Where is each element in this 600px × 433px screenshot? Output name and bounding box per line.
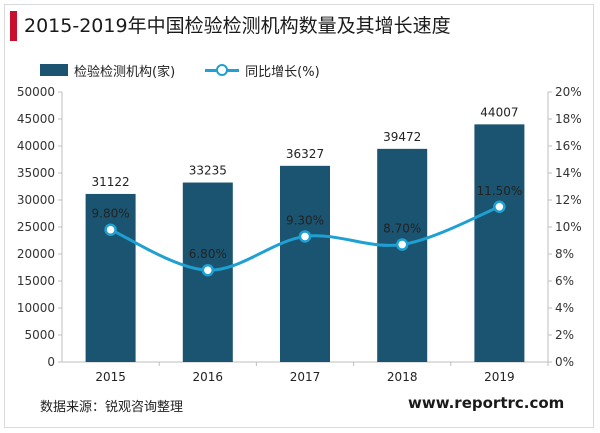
growth-point <box>493 200 506 213</box>
growth-value-label: 11.50% <box>477 184 523 198</box>
y-right-tick-label: 10% <box>555 220 582 234</box>
website-label: www.reportrc.com <box>408 394 565 412</box>
bar <box>85 193 136 362</box>
legend-item-bar: 检验检测机构(家) <box>40 61 175 80</box>
growth-value-label: 8.70% <box>383 222 421 236</box>
title-accent-bar <box>10 11 17 41</box>
y-right-tick-label: 0% <box>555 355 574 369</box>
y-right-tick-label: 6% <box>555 274 574 288</box>
y-left-tick-label: 30000 <box>17 193 55 207</box>
y-left-tick-label: 5000 <box>24 328 55 342</box>
legend-item-line: 同比增长(%) <box>205 61 320 80</box>
growth-value-label: 9.80% <box>92 207 130 221</box>
y-left-tick-label: 15000 <box>17 274 55 288</box>
y-right-tick-label: 8% <box>555 247 574 261</box>
growth-point <box>395 238 409 251</box>
y-left-tick-label: 40000 <box>17 139 55 153</box>
bar <box>377 148 428 362</box>
growth-value-label: 6.80% <box>189 247 227 261</box>
y-left-tick-label: 20000 <box>17 247 55 261</box>
y-left-tick-label: 50000 <box>17 85 55 99</box>
bar-value-label: 44007 <box>480 105 518 119</box>
y-right-tick-label: 18% <box>555 112 582 126</box>
bar <box>474 124 525 362</box>
y-right-tick-label: 12% <box>555 193 582 207</box>
legend: 检验检测机构(家) 同比增长(%) <box>40 60 350 80</box>
y-right-tick-label: 14% <box>555 166 582 180</box>
x-tick-label: 2015 <box>95 370 126 384</box>
legend-bar-label: 检验检测机构(家) <box>74 64 176 80</box>
legend-bar-swatch <box>40 64 68 76</box>
x-tick-label: 2017 <box>290 370 321 384</box>
y-right-tick-label: 2% <box>555 328 574 342</box>
y-right-tick-label: 16% <box>555 139 582 153</box>
x-tick-label: 2018 <box>387 370 418 384</box>
bar-value-label: 31122 <box>92 175 130 189</box>
source-note: 数据来源：锐观咨询整理 <box>40 400 184 415</box>
y-left-tick-label: 25000 <box>17 220 55 234</box>
y-right-tick-label: 20% <box>555 85 582 99</box>
growth-point <box>104 223 117 236</box>
y-left-tick-label: 35000 <box>17 166 55 180</box>
y-left-tick-label: 0 <box>47 355 55 369</box>
growth-point <box>298 230 312 243</box>
x-tick-label: 2019 <box>484 370 515 384</box>
bar <box>280 165 330 362</box>
y-left-tick-label: 45000 <box>17 112 55 126</box>
y-left-tick-label: 10000 <box>17 301 55 315</box>
x-tick-label: 2016 <box>193 370 224 384</box>
growth-value-label: 9.30% <box>286 213 324 227</box>
bar-value-label: 36327 <box>286 147 324 161</box>
legend-line-label: 同比增长(%) <box>245 64 320 80</box>
y-right-tick-label: 4% <box>555 301 574 315</box>
bar-value-label: 33235 <box>189 164 227 178</box>
bar-value-label: 39472 <box>383 130 421 144</box>
chart-title: 2015-2019年中国检验检测机构数量及其增长速度 <box>24 15 451 37</box>
legend-line-swatch <box>205 64 240 76</box>
growth-point <box>201 263 215 277</box>
